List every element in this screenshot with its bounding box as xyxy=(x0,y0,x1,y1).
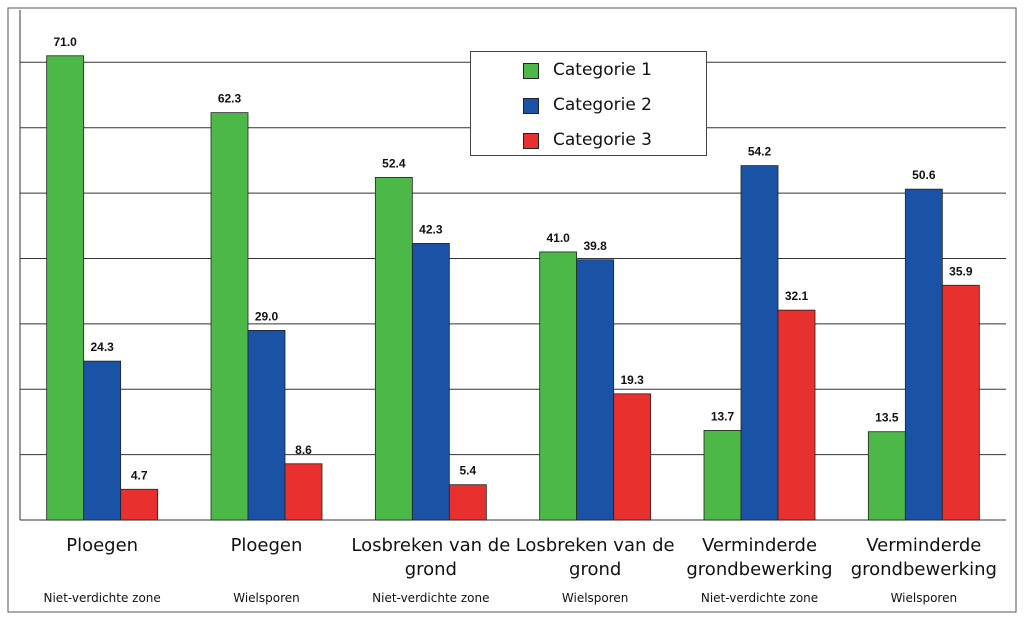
bar xyxy=(941,284,980,521)
value-label: 24.3 xyxy=(90,340,114,354)
bar xyxy=(703,430,742,521)
x-sub-label: Wielsporen xyxy=(890,591,958,605)
bar xyxy=(613,393,652,521)
bar xyxy=(777,309,816,521)
bar xyxy=(210,112,249,521)
legend: Categorie 1 Categorie 2 Categorie 3 xyxy=(470,51,707,156)
bar xyxy=(46,55,85,521)
bar xyxy=(740,165,779,521)
value-label: 71.0 xyxy=(53,35,77,49)
value-label: 39.8 xyxy=(583,239,607,253)
bar xyxy=(247,329,286,521)
bar xyxy=(374,176,413,521)
bar xyxy=(284,463,323,521)
x-tick-label: Verminderde grondbewerking xyxy=(686,535,833,580)
legend-swatch xyxy=(523,133,539,149)
value-label: 19.3 xyxy=(620,373,644,387)
legend-entry: Categorie 2 xyxy=(523,95,652,115)
frame xyxy=(7,7,1017,613)
value-label: 32.1 xyxy=(785,289,809,303)
x-tick-label: Losbreken van de grond xyxy=(351,535,511,580)
value-label: 29.0 xyxy=(255,309,279,323)
bar xyxy=(83,360,122,521)
value-label: 8.6 xyxy=(295,443,312,457)
legend-entry: Categorie 1 xyxy=(523,60,652,80)
bar xyxy=(576,259,615,521)
legend-label: Categorie 2 xyxy=(553,95,652,115)
value-label: 62.3 xyxy=(218,92,242,106)
value-label: 41.0 xyxy=(546,231,570,245)
x-sub-label: Niet-verdichte zone xyxy=(372,591,490,605)
value-label: 50.6 xyxy=(912,168,936,182)
value-label: 42.3 xyxy=(419,222,443,236)
legend-label: Categorie 1 xyxy=(553,60,652,80)
x-tick-label: Verminderde grondbewerking xyxy=(850,535,997,580)
bar xyxy=(448,484,487,521)
x-sub-label: Niet-verdichte zone xyxy=(43,591,161,605)
bar xyxy=(539,251,578,521)
x-tick-label: Ploegen xyxy=(66,535,139,556)
value-label: 52.4 xyxy=(382,156,406,170)
legend-entry: Categorie 3 xyxy=(523,130,652,150)
bar xyxy=(411,243,450,521)
x-sub-label: Niet-verdichte zone xyxy=(700,591,819,605)
bar xyxy=(867,431,906,521)
legend-label: Categorie 3 xyxy=(553,130,652,150)
legend-swatch xyxy=(523,63,539,79)
value-label: 13.5 xyxy=(875,411,899,425)
x-sub-label: Wielsporen xyxy=(561,591,629,605)
value-label: 54.2 xyxy=(748,145,772,159)
x-tick-label: Losbreken van de grond xyxy=(515,535,675,580)
x-sub-label: Wielsporen xyxy=(233,591,300,605)
bar xyxy=(120,488,159,521)
value-label: 13.7 xyxy=(711,409,735,423)
value-label: 35.9 xyxy=(949,264,973,278)
legend-swatch xyxy=(523,98,539,114)
value-label: 4.7 xyxy=(131,468,148,482)
value-label: 5.4 xyxy=(459,464,476,478)
x-tick-label: Ploegen xyxy=(230,535,303,556)
bar xyxy=(904,188,943,521)
